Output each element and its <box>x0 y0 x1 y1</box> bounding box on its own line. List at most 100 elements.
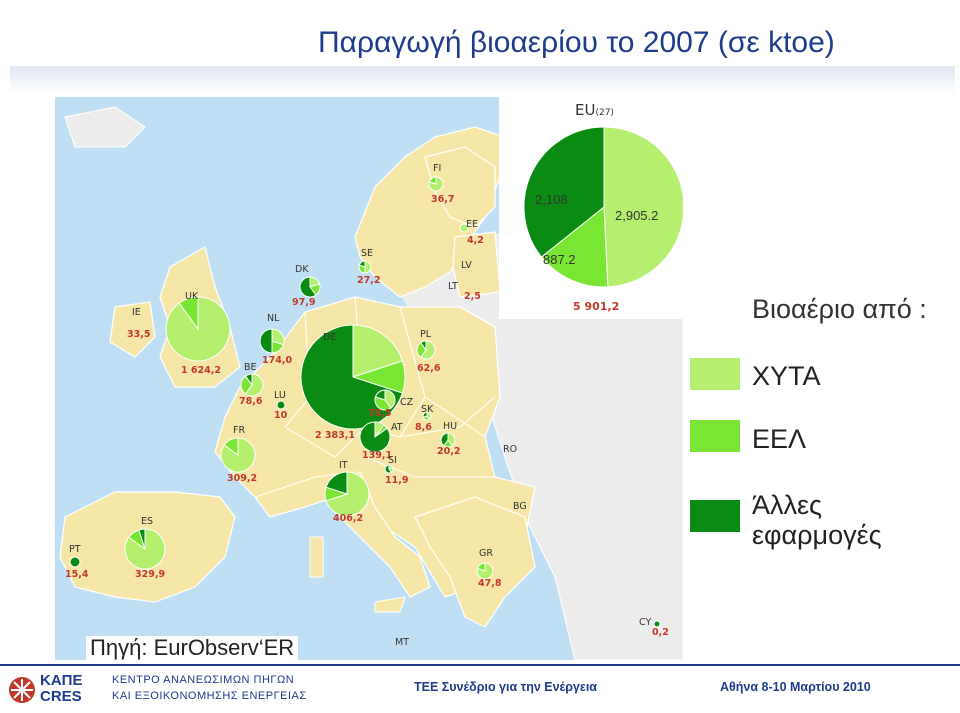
country-total-si: 11,9 <box>385 475 409 486</box>
legend-swatch-sewage <box>690 420 740 452</box>
country-code-si: SI <box>388 455 397 466</box>
country-code-gr: GR <box>479 548 493 559</box>
country-total-lu: 10 <box>274 410 288 421</box>
country-code-pt: PT <box>69 544 81 555</box>
country-total-fi: 36,7 <box>431 194 455 205</box>
inset-region: EU(27) <box>575 101 614 119</box>
country-pie-cz-slice-2 <box>374 389 386 401</box>
country-pie-nl-slice-2 <box>259 328 273 354</box>
country-code-es: ES <box>141 516 154 527</box>
country-total-uk: 1 624,2 <box>181 365 221 376</box>
country-code-lv: LV <box>461 260 472 271</box>
country-pie-uk-slice-1 <box>178 296 199 331</box>
page-title: Παραγωγή βιοαερίου το 2007 (σε ktoe) <box>318 26 835 59</box>
country-pie-de-slice-0 <box>352 324 404 378</box>
country-pie-se-slice-2 <box>358 260 366 268</box>
conference-date: Αθήνα 8-10 Μαρτίου 2010 <box>720 680 871 694</box>
country-pie-si-slice-2 <box>384 464 393 474</box>
country-pie-cy <box>653 620 661 628</box>
country-code-fi: FI <box>433 163 442 174</box>
country-pie-nl <box>259 328 285 354</box>
org-line-1: ΚΕΝΤΡΟ ΑΝΑΝΕΩΣΙΜΩΝ ΠΗΓΩΝ <box>112 674 295 686</box>
country-code-sk: SK <box>421 404 434 415</box>
country-code-lt: LT <box>448 281 458 292</box>
country-total-se: 27,2 <box>357 275 381 286</box>
country-total-be: 78,6 <box>239 396 263 407</box>
eu-inset-panel: EU(27) 2,108 2,905.2 887.2 5 901,2 <box>499 97 683 319</box>
country-code-hu: HU <box>443 421 458 432</box>
country-pie-pt <box>69 556 81 568</box>
legend-title: Βιοαέριο από : <box>752 294 927 324</box>
country-pie-be <box>240 373 264 397</box>
country-code-ie: IE <box>132 307 141 318</box>
country-pie-fr <box>220 437 256 473</box>
country-pie-pl-slice-2 <box>420 340 427 352</box>
country-code-at: AT <box>391 422 403 433</box>
country-pie-pt-slice-2 <box>69 556 81 568</box>
pie-label-landfill: 2,905.2 <box>615 208 659 223</box>
eu-pie-chart <box>523 126 683 288</box>
country-pie-hu <box>440 432 456 448</box>
country-pie-fi <box>428 176 444 192</box>
cres-logo-icon <box>9 677 35 703</box>
country-pie-uk <box>165 296 231 362</box>
country-pie-se-slice-0 <box>364 260 372 274</box>
legend-label-sewage: ΕΕΛ <box>752 424 807 454</box>
country-pie-cz-slice-0 <box>384 389 396 409</box>
country-pie-se <box>358 260 372 274</box>
eu-pie-slice-2 <box>523 126 605 258</box>
country-code-cz: CZ <box>400 397 414 408</box>
legend-label-other: Άλλες εφαρμογές <box>752 490 882 550</box>
country-pie-it <box>324 471 370 517</box>
europe-map: EU(27) 2,108 2,905.2 887.2 5 901,2 FI 36… <box>55 97 683 660</box>
eu-pie-slice-0 <box>603 126 683 288</box>
country-total-es: 329,9 <box>135 569 166 580</box>
legend-swatch-other <box>690 500 740 532</box>
country-code-bg: BG <box>513 501 527 512</box>
legend-label-landfill: ΧΥΤΑ <box>752 361 821 391</box>
country-pie-ee <box>459 223 469 233</box>
country-pie-dk <box>299 276 321 298</box>
country-pie-es <box>124 528 166 570</box>
country-pie-cy-slice-2 <box>653 620 661 628</box>
country-total-pt: 15,4 <box>65 569 89 580</box>
country-code-de: DE <box>323 332 337 343</box>
country-total-ee: 4,2 <box>467 235 484 246</box>
country-pie-ee-slice-0 <box>459 223 469 233</box>
country-pie-es-slice-2 <box>138 528 146 550</box>
country-pie-dk-slice-2 <box>299 276 317 298</box>
country-pie-sk <box>422 411 432 421</box>
country-pie-gr-slice-0 <box>476 562 494 580</box>
country-pie-be-slice-0 <box>244 373 264 397</box>
inset-total: 5 901,2 <box>573 300 620 313</box>
pie-label-sewage: 887.2 <box>543 252 576 267</box>
country-code-pl: PL <box>420 329 432 340</box>
country-code-se: SE <box>361 248 374 259</box>
country-code-lu: LU <box>274 390 286 401</box>
country-total-lt: 2,5 <box>464 291 481 302</box>
title-band <box>10 66 955 94</box>
footer-bar <box>0 664 960 713</box>
country-code-uk: UK <box>185 291 199 302</box>
country-total-at: 139,1 <box>362 450 393 461</box>
country-code-ee: EE <box>466 219 479 230</box>
country-pie-pl-slice-0 <box>420 340 436 360</box>
country-total-de: 2 383,1 <box>315 430 355 441</box>
country-code-dk: DK <box>295 264 309 275</box>
country-total-dk: 97,9 <box>292 297 316 308</box>
country-pie-si <box>384 464 394 474</box>
pie-label-other: 2,108 <box>535 192 568 207</box>
country-total-cy: 0,2 <box>652 627 669 638</box>
country-pie-lu <box>276 400 286 410</box>
country-pie-cz <box>374 389 396 411</box>
country-code-cy: CY <box>639 617 652 628</box>
logo-text-kape: ΚΑΠΕ <box>40 672 83 689</box>
country-pie-sk-slice-2 <box>422 411 428 418</box>
country-pie-it-slice-2 <box>325 471 348 495</box>
country-total-nl: 174,0 <box>262 355 293 366</box>
country-total-sk: 8,6 <box>415 422 432 433</box>
country-total-hu: 20,2 <box>437 446 461 457</box>
country-code-mt: MT <box>395 637 409 648</box>
country-pie-fr-slice-1 <box>223 437 239 456</box>
country-pie-be-slice-2 <box>244 373 253 387</box>
